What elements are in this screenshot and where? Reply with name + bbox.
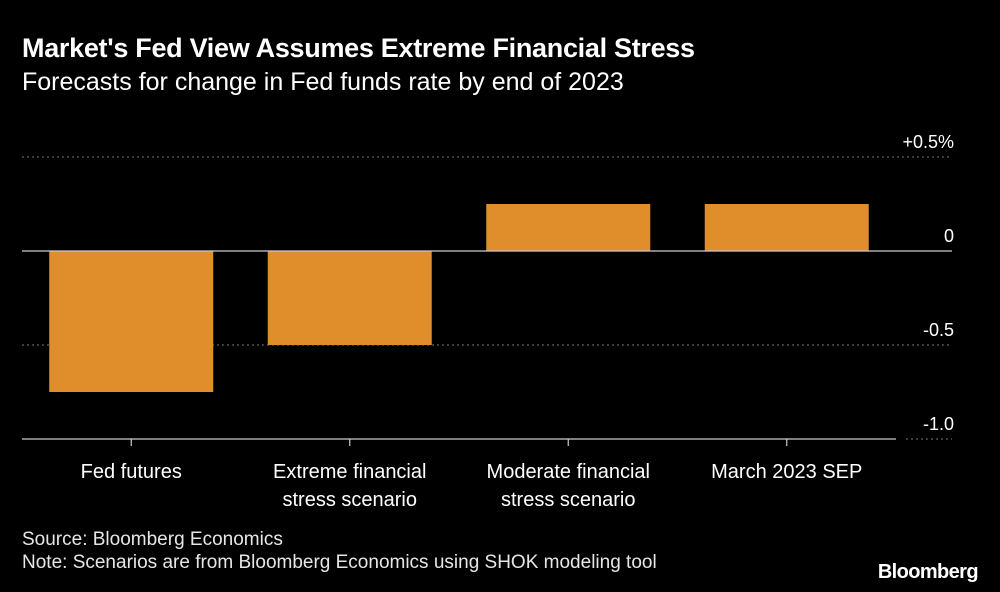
x-tick-label: Extreme financial: [273, 461, 426, 483]
bar-chart: +0.5% 0 -0.5 -1.0 Fed futures Extreme financi…: [22, 132, 954, 511]
y-tick-label: -1.0: [923, 414, 954, 434]
chart-title: Market's Fed View Assumes Extreme Financ…: [22, 33, 695, 63]
y-tick-label: 0: [944, 226, 954, 246]
bar: [49, 251, 214, 392]
y-tick-label: +0.5%: [902, 132, 954, 152]
chart-subtitle: Forecasts for change in Fed funds rate b…: [22, 68, 624, 96]
x-tick-label: Moderate financial: [487, 461, 650, 483]
bar: [704, 204, 869, 251]
x-tick-label: March 2023 SEP: [711, 461, 862, 483]
bar: [486, 204, 651, 251]
x-tick-label: stress scenario: [501, 489, 636, 511]
x-tick-label: stress scenario: [283, 489, 418, 511]
source-note: Source: Bloomberg Economics: [22, 529, 283, 550]
bar: [267, 251, 432, 345]
bloomberg-logo: Bloomberg: [877, 561, 979, 583]
y-tick-label: -0.5: [923, 320, 954, 340]
footnote: Note: Scenarios are from Bloomberg Econo…: [22, 552, 657, 573]
x-tick-label: Fed futures: [81, 461, 182, 483]
